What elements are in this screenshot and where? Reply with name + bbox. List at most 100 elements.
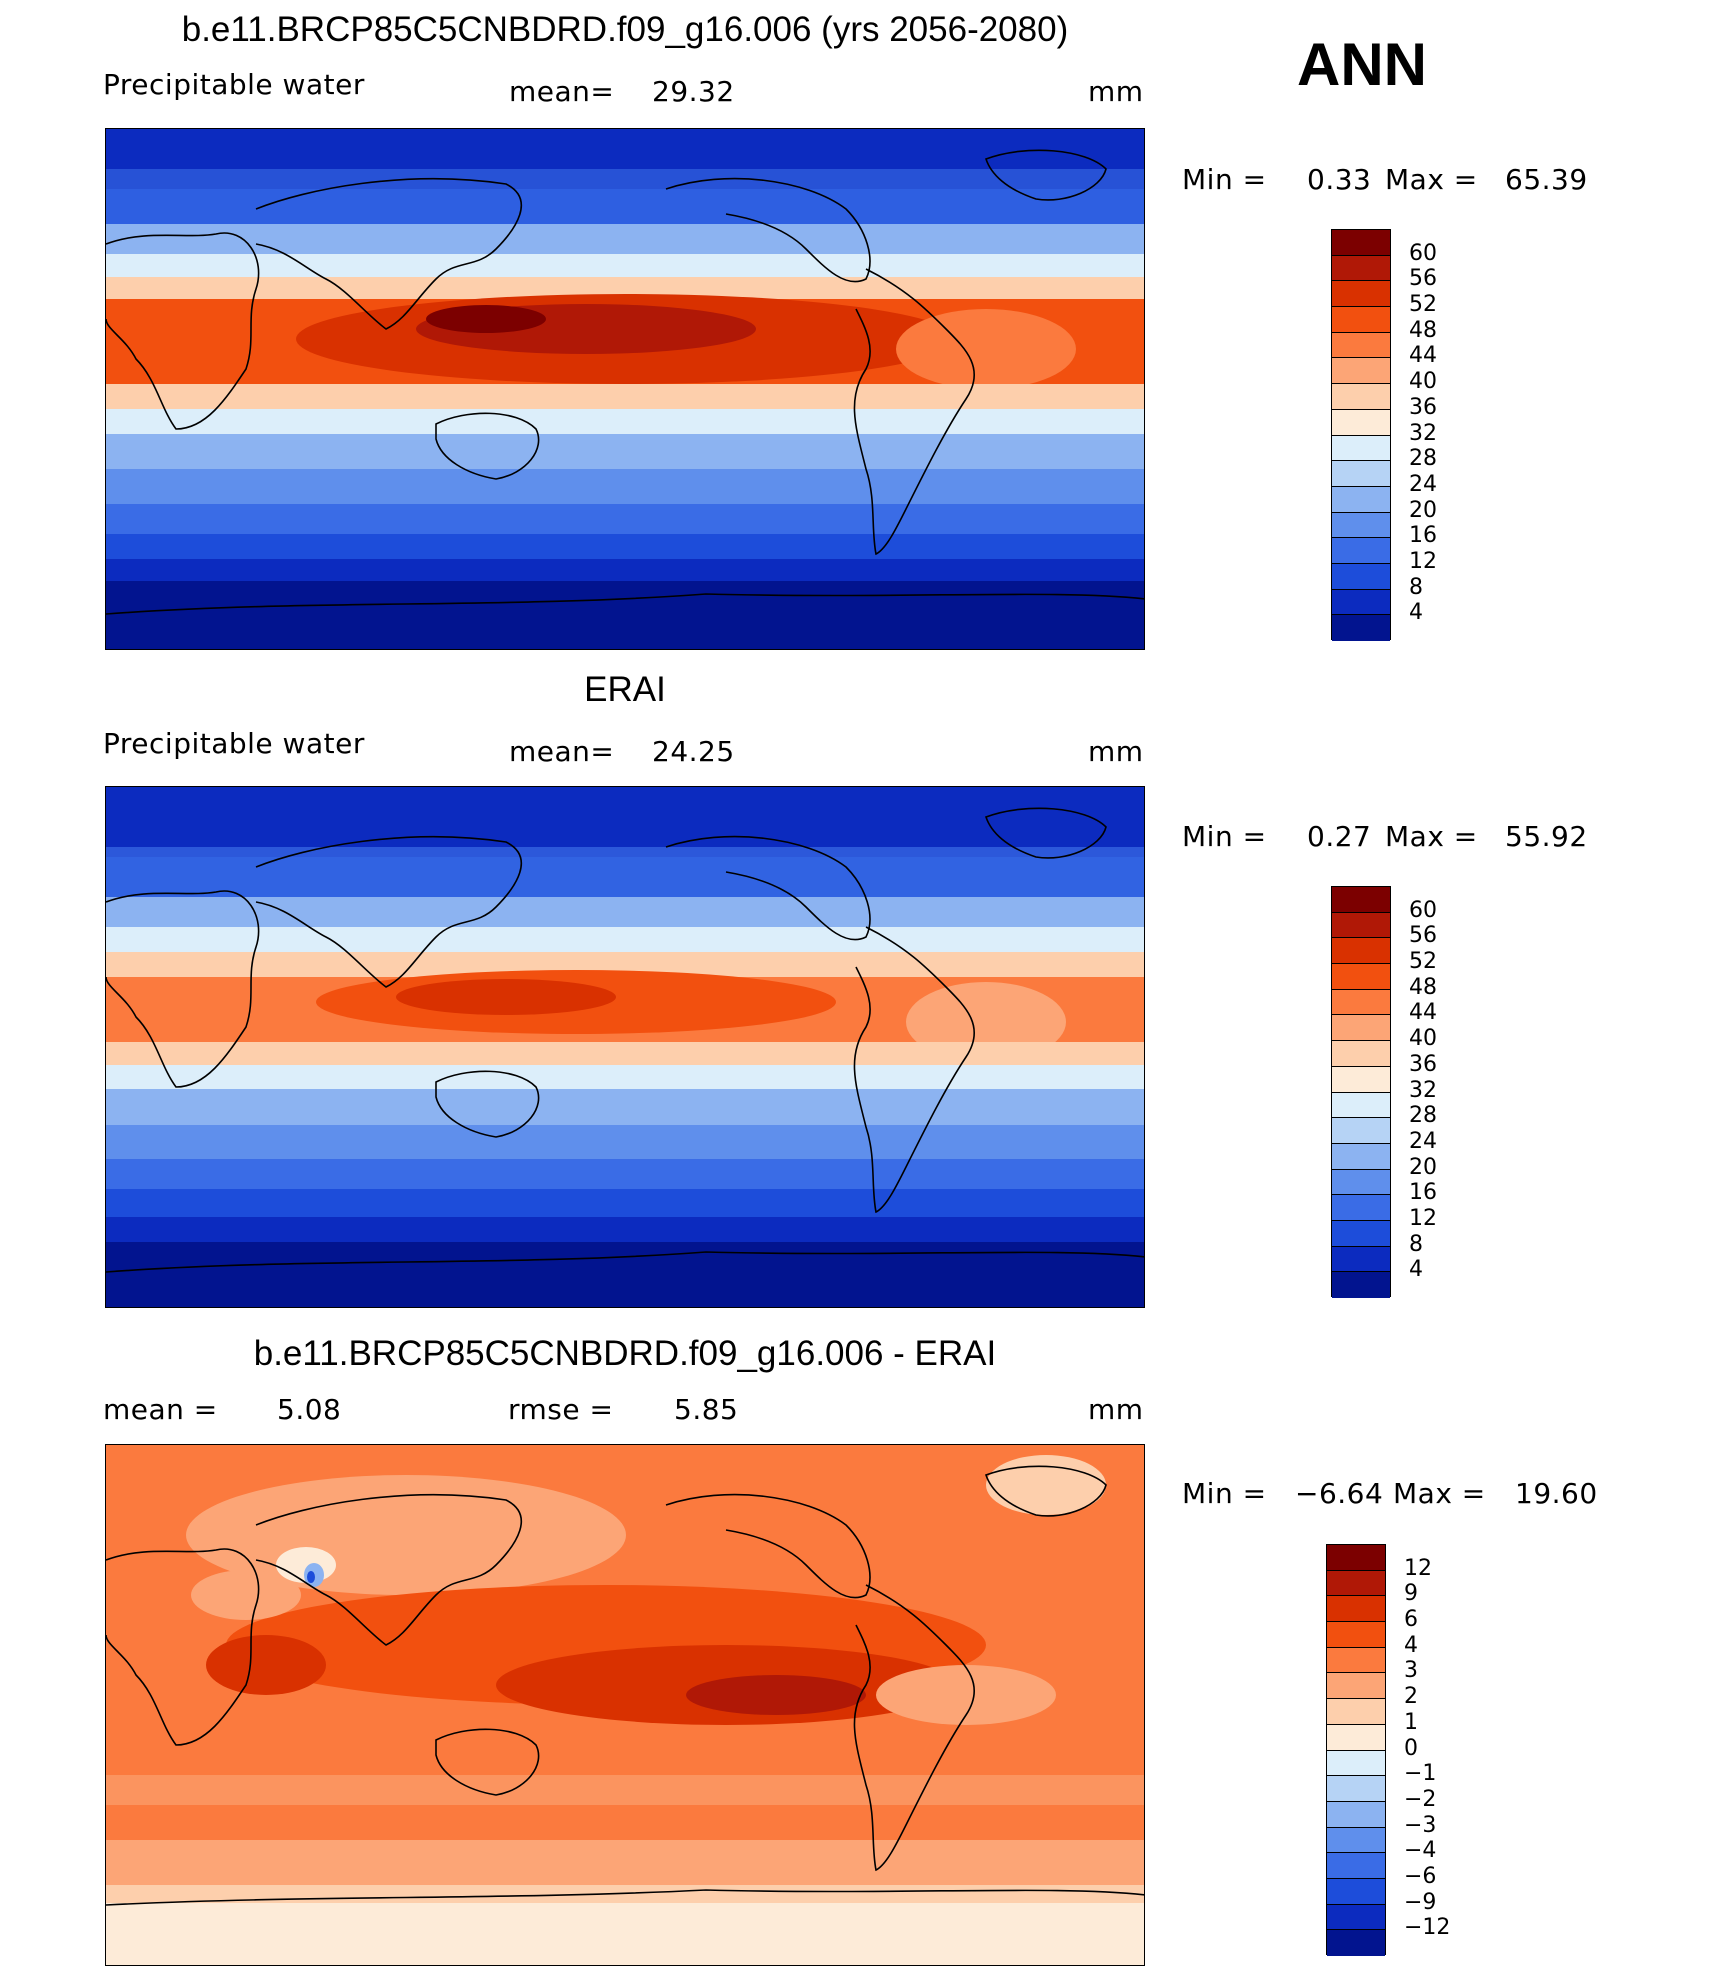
colorbar-tick-label: 24: [1409, 1128, 1437, 1154]
season-label: ANN: [1297, 31, 1427, 98]
colorbar-swatch: [1327, 1647, 1385, 1674]
colorbar-swatch: [1332, 887, 1390, 913]
colorbar-tick-label: 8: [1409, 574, 1423, 600]
colorbar-swatch: [1327, 1776, 1385, 1802]
colorbar-swatch: [1327, 1545, 1385, 1571]
colorbar-swatch: [1327, 1827, 1385, 1854]
colorbar-swatch: [1332, 563, 1390, 590]
colorbar-swatch: [1327, 1724, 1385, 1751]
colorbar-tick-label: −1: [1404, 1761, 1437, 1787]
panel1-units: mm: [1088, 75, 1144, 108]
panel2-max-value: 55.92: [1505, 820, 1588, 853]
colorbar-tick-label: 2: [1404, 1684, 1418, 1710]
colorbar-tick-label: 9: [1404, 1581, 1418, 1607]
panel1-max-value: 65.39: [1505, 163, 1588, 196]
colorbar-swatch: [1332, 1015, 1390, 1042]
colorbar-swatch: [1332, 281, 1390, 308]
colorbar-swatch: [1332, 938, 1390, 965]
panel1-mean-value: 29.32: [652, 75, 735, 108]
colorbar-tick-label: 48: [1409, 974, 1437, 1000]
panel1-map: [105, 128, 1145, 650]
panel1-map-svg: [106, 129, 1144, 649]
panel1-min-label: Min =: [1182, 163, 1267, 196]
colorbar-tick-label: 32: [1409, 420, 1437, 446]
colorbar-swatch: [1327, 1622, 1385, 1648]
colorbar-tick-label: 36: [1409, 394, 1437, 420]
colorbar-swatch: [1332, 538, 1390, 564]
colorbar-tick-label: 12: [1404, 1555, 1432, 1581]
colorbar-tick-label: 6: [1404, 1607, 1418, 1633]
colorbar-swatch: [1332, 409, 1390, 436]
colorbar-tick-label: 8: [1409, 1231, 1423, 1257]
colorbar-tick-label: 28: [1409, 446, 1437, 472]
colorbar-swatch: [1332, 1246, 1390, 1273]
colorbar-tick-label: 52: [1409, 949, 1437, 975]
colorbar-swatch: [1332, 989, 1390, 1016]
panel2-units: mm: [1088, 735, 1144, 768]
colorbar-tick-label: −9: [1404, 1889, 1437, 1915]
colorbar-swatch: [1327, 1904, 1385, 1931]
colorbar-swatch: [1327, 1699, 1385, 1725]
panel3-map: [105, 1444, 1145, 1966]
panel1-title: b.e11.BRCP85C5CNBDRD.f09_g16.006 (yrs 20…: [181, 10, 1069, 49]
colorbar-tick-label: −2: [1404, 1786, 1437, 1812]
panel3-max-label: Max =: [1393, 1477, 1486, 1510]
colorbar-tick-label: 40: [1409, 1026, 1437, 1052]
colorbar-tick-label: 20: [1409, 1154, 1437, 1180]
colorbar-swatch: [1327, 1750, 1385, 1777]
panel1-min-value: 0.33: [1307, 163, 1372, 196]
colorbar-swatch: [1327, 1853, 1385, 1879]
colorbar-tick-label: 48: [1409, 317, 1437, 343]
colorbar-swatch: [1332, 1169, 1390, 1196]
colorbar-tick-label: 28: [1409, 1103, 1437, 1129]
colorbar-swatch: [1332, 461, 1390, 487]
panel2-title: ERAI: [584, 670, 666, 709]
colorbar-tick-label: −3: [1404, 1812, 1437, 1838]
panel2-map-svg: [106, 787, 1144, 1307]
colorbar-swatch: [1332, 1220, 1390, 1247]
panel3-max-value: 19.60: [1515, 1477, 1598, 1510]
colorbar-swatch: [1327, 1801, 1385, 1828]
colorbar-swatch: [1332, 435, 1390, 462]
colorbar-swatch: [1327, 1878, 1385, 1905]
colorbar-swatch: [1332, 255, 1390, 282]
colorbar-tick-label: 4: [1409, 600, 1423, 626]
panel2-variable: Precipitable water: [103, 727, 365, 760]
panel3-min-value: −6.64: [1295, 1477, 1384, 1510]
panel3-map-svg: [106, 1445, 1144, 1965]
colorbar-tick-label: 60: [1409, 240, 1437, 266]
colorbar-swatch: [1332, 912, 1390, 939]
colorbar-tick-label: 40: [1409, 369, 1437, 395]
panel3-mean-value: 5.08: [277, 1393, 342, 1426]
panel3-rmse-label: rmse =: [508, 1393, 614, 1426]
colorbar-tick-label: 56: [1409, 266, 1437, 292]
colorbar-swatch: [1327, 1673, 1385, 1700]
colorbar-swatch: [1332, 1272, 1390, 1298]
colorbar-tick-label: 36: [1409, 1051, 1437, 1077]
panel1-mean-label: mean=: [509, 75, 615, 108]
colorbar-tick-label: 44: [1409, 343, 1437, 369]
panel2-max-label: Max =: [1385, 820, 1478, 853]
panel3-rmse-value: 5.85: [674, 1393, 739, 1426]
colorbar-tick-label: 3: [1404, 1658, 1418, 1684]
colorbar-swatch: [1332, 512, 1390, 539]
panel2-min-value: 0.27: [1307, 820, 1372, 853]
colorbar-tick-label: 20: [1409, 497, 1437, 523]
panel1-variable: Precipitable water: [103, 68, 365, 101]
colorbar-swatch: [1332, 589, 1390, 616]
colorbar-tick-label: 4: [1404, 1632, 1418, 1658]
colorbar-tick-label: 12: [1409, 548, 1437, 574]
panel3-title: b.e11.BRCP85C5CNBDRD.f09_g16.006 - ERAI: [253, 1334, 997, 1373]
colorbar-swatch: [1332, 307, 1390, 333]
colorbar-tick-label: −6: [1404, 1863, 1437, 1889]
panel3-units: mm: [1088, 1393, 1144, 1426]
colorbar-swatch: [1332, 1118, 1390, 1144]
colorbar-tick-label: 12: [1409, 1205, 1437, 1231]
colorbar-swatch: [1332, 964, 1390, 990]
colorbar-tick-label: 32: [1409, 1077, 1437, 1103]
colorbar-swatch: [1327, 1930, 1385, 1956]
colorbar-swatch: [1327, 1596, 1385, 1623]
colorbar-swatch: [1332, 1195, 1390, 1221]
colorbar-swatch: [1332, 1092, 1390, 1119]
colorbar-tick-label: 16: [1409, 523, 1437, 549]
